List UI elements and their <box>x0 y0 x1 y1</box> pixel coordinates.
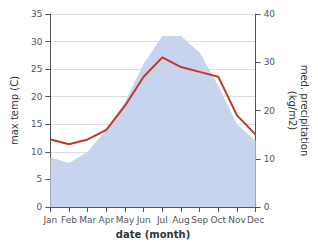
svg-text:max temp (C): max temp (C) <box>9 76 20 145</box>
svg-text:May: May <box>116 215 135 225</box>
svg-text:35: 35 <box>31 9 42 19</box>
svg-text:0: 0 <box>37 202 43 212</box>
svg-text:20: 20 <box>264 106 276 116</box>
svg-text:Jun: Jun <box>136 215 151 225</box>
svg-text:10: 10 <box>264 154 276 164</box>
svg-text:10: 10 <box>31 147 43 157</box>
svg-text:Jan: Jan <box>42 215 57 225</box>
svg-text:Feb: Feb <box>61 215 77 225</box>
svg-text:40: 40 <box>264 9 276 19</box>
svg-text:Jul: Jul <box>156 215 168 225</box>
svg-text:Sep: Sep <box>191 215 208 225</box>
svg-text:Nov: Nov <box>228 215 246 225</box>
svg-text:30: 30 <box>264 57 276 67</box>
svg-text:Oct: Oct <box>211 215 227 225</box>
svg-text:(kg/m2): (kg/m2) <box>287 91 298 131</box>
svg-text:Dec: Dec <box>247 215 264 225</box>
svg-text:25: 25 <box>31 64 42 74</box>
svg-text:5: 5 <box>37 174 43 184</box>
svg-text:15: 15 <box>31 119 42 129</box>
svg-text:30: 30 <box>31 37 43 47</box>
svg-text:Mar: Mar <box>79 215 96 225</box>
svg-text:Apr: Apr <box>99 215 115 225</box>
svg-text:med. precipitation: med. precipitation <box>299 65 310 157</box>
svg-text:20: 20 <box>31 92 43 102</box>
svg-text:Aug: Aug <box>172 215 190 225</box>
svg-text:date (month): date (month) <box>116 229 190 240</box>
svg-text:0: 0 <box>264 202 270 212</box>
